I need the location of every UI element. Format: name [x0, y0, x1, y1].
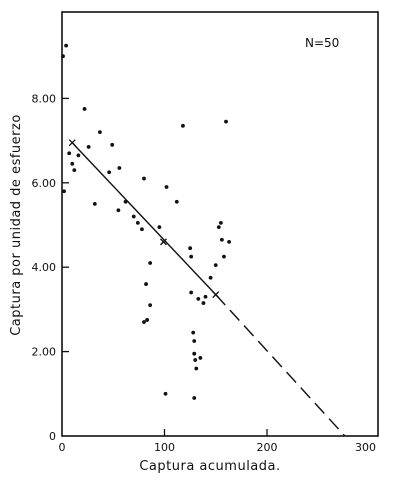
data-point	[62, 189, 66, 194]
data-point	[76, 153, 81, 158]
data-point	[135, 220, 140, 225]
data-point	[191, 330, 196, 335]
data-points	[61, 43, 231, 400]
data-point	[216, 225, 221, 230]
data-point	[224, 119, 228, 124]
x-axis-title: Captura acumulada.	[139, 459, 280, 474]
data-point	[192, 339, 197, 343]
data-point	[92, 202, 97, 206]
data-point	[208, 275, 213, 280]
cross-point	[212, 291, 220, 299]
data-point	[123, 199, 128, 204]
data-point	[193, 358, 198, 362]
axis-labels: 0 100 200 300 0 2.00 4.00 6.00 8.00	[32, 92, 377, 454]
data-point	[220, 237, 224, 242]
cross-point	[160, 238, 167, 246]
data-point	[148, 303, 153, 308]
y-axis-title: Captura por unidad de esfuerzo	[9, 114, 24, 336]
data-point	[86, 145, 91, 149]
data-point	[181, 123, 185, 128]
data-point	[82, 107, 87, 111]
cross-stroke	[68, 139, 76, 147]
data-point	[144, 282, 148, 286]
plot-border	[61, 11, 379, 437]
data-point	[67, 151, 72, 156]
y-tick-label: 2.00	[32, 346, 57, 359]
data-point	[189, 254, 194, 259]
data-point	[98, 130, 102, 135]
x-tick-label: 200	[257, 441, 278, 454]
data-point	[70, 161, 75, 166]
regression-line-solid	[71, 142, 217, 296]
cross-point	[68, 139, 76, 147]
data-point	[145, 318, 149, 322]
data-point	[72, 168, 77, 173]
data-point	[227, 239, 231, 244]
x-tick-label: 0	[59, 441, 66, 454]
data-point	[110, 142, 115, 147]
data-point	[218, 220, 223, 225]
y-tick-label: 6.00	[32, 177, 57, 190]
regression-line-dashed	[215, 294, 346, 437]
regression-line-group	[71, 142, 346, 437]
data-point	[194, 366, 199, 371]
data-point	[164, 185, 169, 189]
data-point	[142, 320, 146, 324]
cross-stroke	[160, 238, 167, 246]
data-point	[196, 296, 201, 301]
data-point	[64, 43, 68, 48]
data-point	[140, 227, 144, 232]
y-tick-label: 0	[49, 430, 56, 443]
x-tick-label: 100	[154, 441, 175, 454]
data-point	[192, 396, 197, 400]
data-point	[131, 214, 136, 219]
x-tick-label: 300	[355, 441, 376, 454]
data-point	[213, 263, 218, 267]
data-point	[201, 301, 206, 305]
data-point	[61, 54, 65, 59]
data-point	[117, 166, 122, 170]
data-point	[222, 254, 226, 259]
data-point	[203, 294, 208, 299]
data-point	[142, 176, 146, 181]
y-tick-label: 4.00	[32, 261, 57, 274]
data-point	[163, 391, 168, 396]
data-point	[174, 199, 179, 204]
data-point	[198, 356, 203, 360]
data-point	[148, 261, 153, 265]
axis-ticks	[62, 97, 268, 436]
data-point	[192, 351, 197, 356]
data-point	[188, 246, 193, 251]
data-point	[157, 225, 162, 230]
data-point	[189, 290, 194, 295]
data-point	[107, 170, 112, 175]
y-tick-label: 8.00	[32, 92, 57, 105]
cross-stroke	[212, 291, 220, 299]
data-point	[116, 208, 121, 213]
plot-frame	[61, 11, 379, 437]
sample-size-annotation: N=50	[305, 36, 339, 50]
